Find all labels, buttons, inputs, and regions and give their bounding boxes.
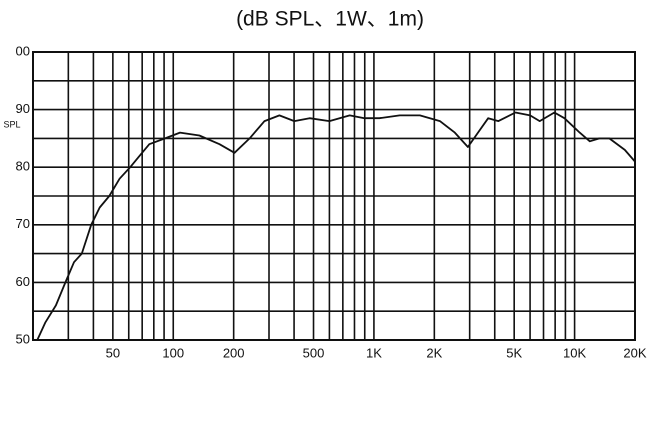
y-tick-label: 00 — [16, 43, 30, 58]
x-tick-label: 5K — [506, 345, 522, 360]
x-tick-label: 200 — [223, 345, 245, 360]
y-tick-label: 80 — [16, 159, 30, 174]
y-tick-label: 50 — [16, 331, 30, 346]
y-tick-label: 60 — [16, 274, 30, 289]
response-curve — [36, 111, 636, 341]
x-tick-label: 2K — [426, 345, 442, 360]
y-tick-label: 70 — [16, 216, 30, 231]
y-axis-label: SPL — [3, 119, 20, 129]
y-tick-label: 90 — [16, 101, 30, 116]
x-tick-label: 20K — [623, 345, 646, 360]
x-tick-label: 50 — [106, 345, 120, 360]
x-tick-label: 500 — [303, 345, 325, 360]
x-tick-label: 1K — [366, 345, 382, 360]
x-tick-label: 10K — [563, 345, 586, 360]
chart-title: (dB SPL、1W、1m) — [236, 8, 424, 31]
x-tick-label: 100 — [162, 345, 184, 360]
